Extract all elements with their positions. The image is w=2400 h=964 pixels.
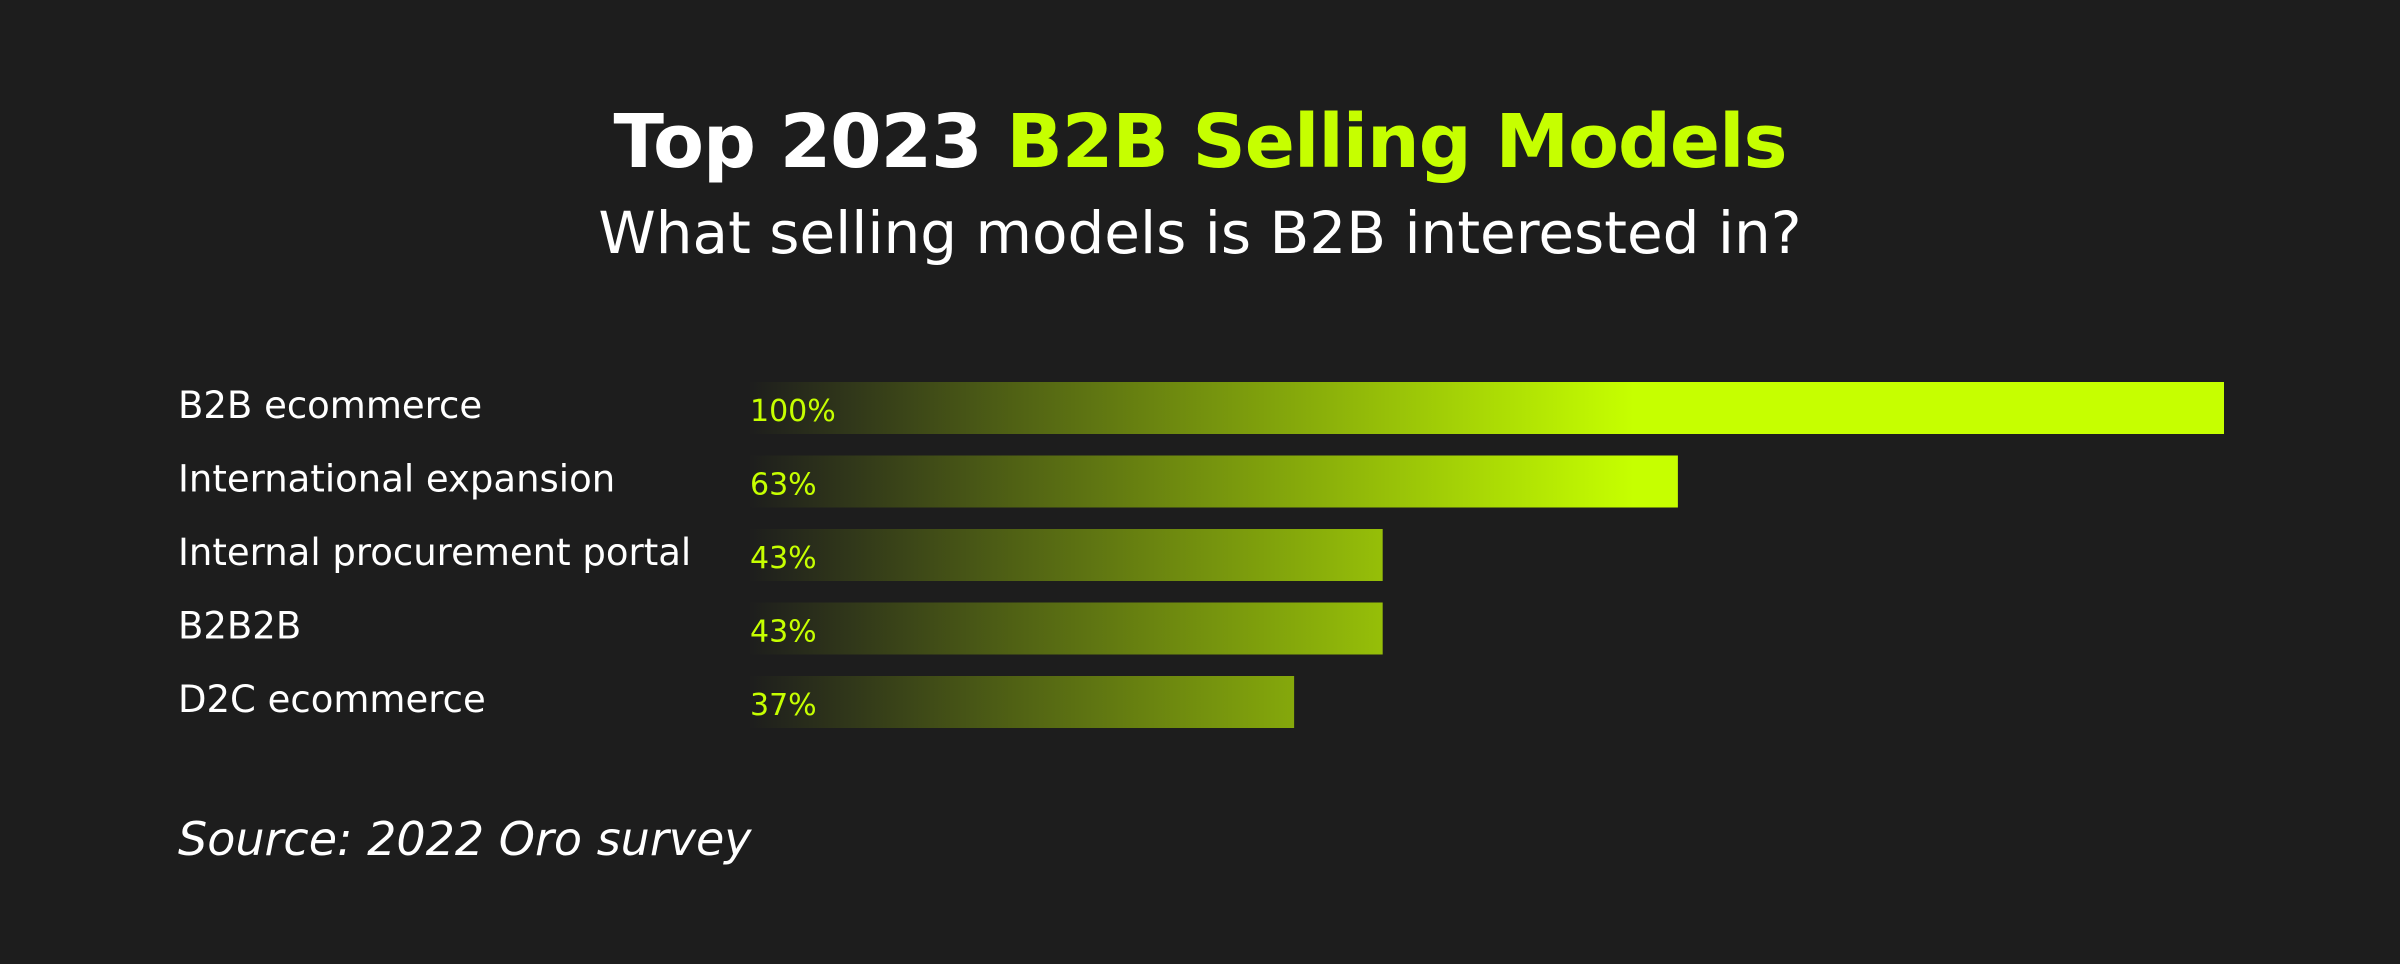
- source-note: Source: 2022 Oro survey: [178, 812, 752, 866]
- value-label-5: 37%: [750, 688, 817, 723]
- value-label-2: 63%: [750, 468, 817, 503]
- title-block: Top 2023 B2B Selling Models What selling…: [0, 92, 2400, 274]
- category-label-2: International expansion: [178, 458, 615, 501]
- chart-title-accent: B2B Selling Models: [1006, 99, 1787, 185]
- chart-title: Top 2023 B2B Selling Models: [0, 92, 2400, 192]
- bar-1: [748, 382, 2224, 434]
- bar-2: [748, 455, 1678, 508]
- bar-4: [748, 602, 1383, 655]
- category-label-4: B2B2B: [178, 605, 301, 648]
- value-label-4: 43%: [750, 615, 817, 650]
- value-label-1: 100%: [750, 394, 836, 429]
- value-label-3: 43%: [750, 541, 817, 576]
- chart-subtitle: What selling models is B2B interested in…: [598, 199, 1802, 267]
- category-label-1: B2B ecommerce: [178, 384, 482, 427]
- category-label-3: Internal procurement portal: [178, 531, 691, 574]
- bar-3: [748, 529, 1383, 581]
- category-label-5: D2C ecommerce: [178, 678, 486, 721]
- bar-5: [748, 676, 1295, 728]
- chart-title-plain: Top 2023: [613, 99, 982, 185]
